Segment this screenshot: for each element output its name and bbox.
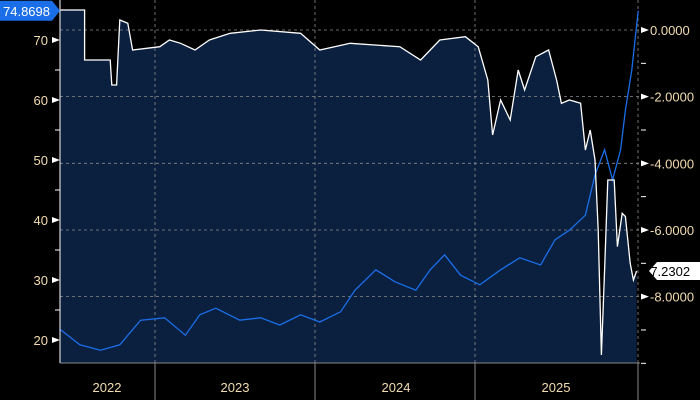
area-layer <box>60 10 637 363</box>
right-tick-arrow <box>641 27 649 33</box>
x-tick-label: 2024 <box>382 380 411 395</box>
right-tick-label: -6.0000 <box>650 223 694 238</box>
right-tick-label: -4.0000 <box>650 156 694 171</box>
left-tick-label: 40 <box>34 213 48 228</box>
left-tick-arrow <box>52 37 60 43</box>
blue-series-line <box>60 10 639 351</box>
right-tick-arrow <box>641 160 649 167</box>
left-tick-label: 70 <box>34 33 48 48</box>
x-tick-label: 2023 <box>221 380 250 395</box>
right-tick-arrow <box>641 226 649 233</box>
left-tick-label: 20 <box>34 333 48 348</box>
left-tick-arrow <box>52 157 60 163</box>
white-area-series-line <box>60 9 638 356</box>
left-tick-arrow <box>52 97 60 103</box>
white-last-value: -7.2302 <box>646 264 690 279</box>
blue-last-value-badge <box>0 0 60 21</box>
x-tick-label: 2022 <box>93 380 122 395</box>
right-tick-label: -2.0000 <box>650 90 694 105</box>
right-tick-arrow <box>641 293 649 300</box>
left-tick-arrow <box>52 277 60 283</box>
blue-last-value: 74.8698 <box>3 4 50 19</box>
left-tick-label: 30 <box>34 273 48 288</box>
left-tick-label: 60 <box>34 93 48 108</box>
right-tick-label: 0.0000 <box>650 23 690 38</box>
left-tick-arrow <box>52 217 60 223</box>
right-tick-arrow <box>641 93 649 100</box>
left-tick-arrow <box>52 337 60 343</box>
left-tick-label: 50 <box>34 153 48 168</box>
white-area-series-fill <box>60 10 637 363</box>
x-tick-label: 2025 <box>542 380 571 395</box>
line-layer <box>60 9 639 356</box>
right-tick-label: -8.0000 <box>650 290 694 305</box>
white-last-value-badge <box>649 261 700 280</box>
